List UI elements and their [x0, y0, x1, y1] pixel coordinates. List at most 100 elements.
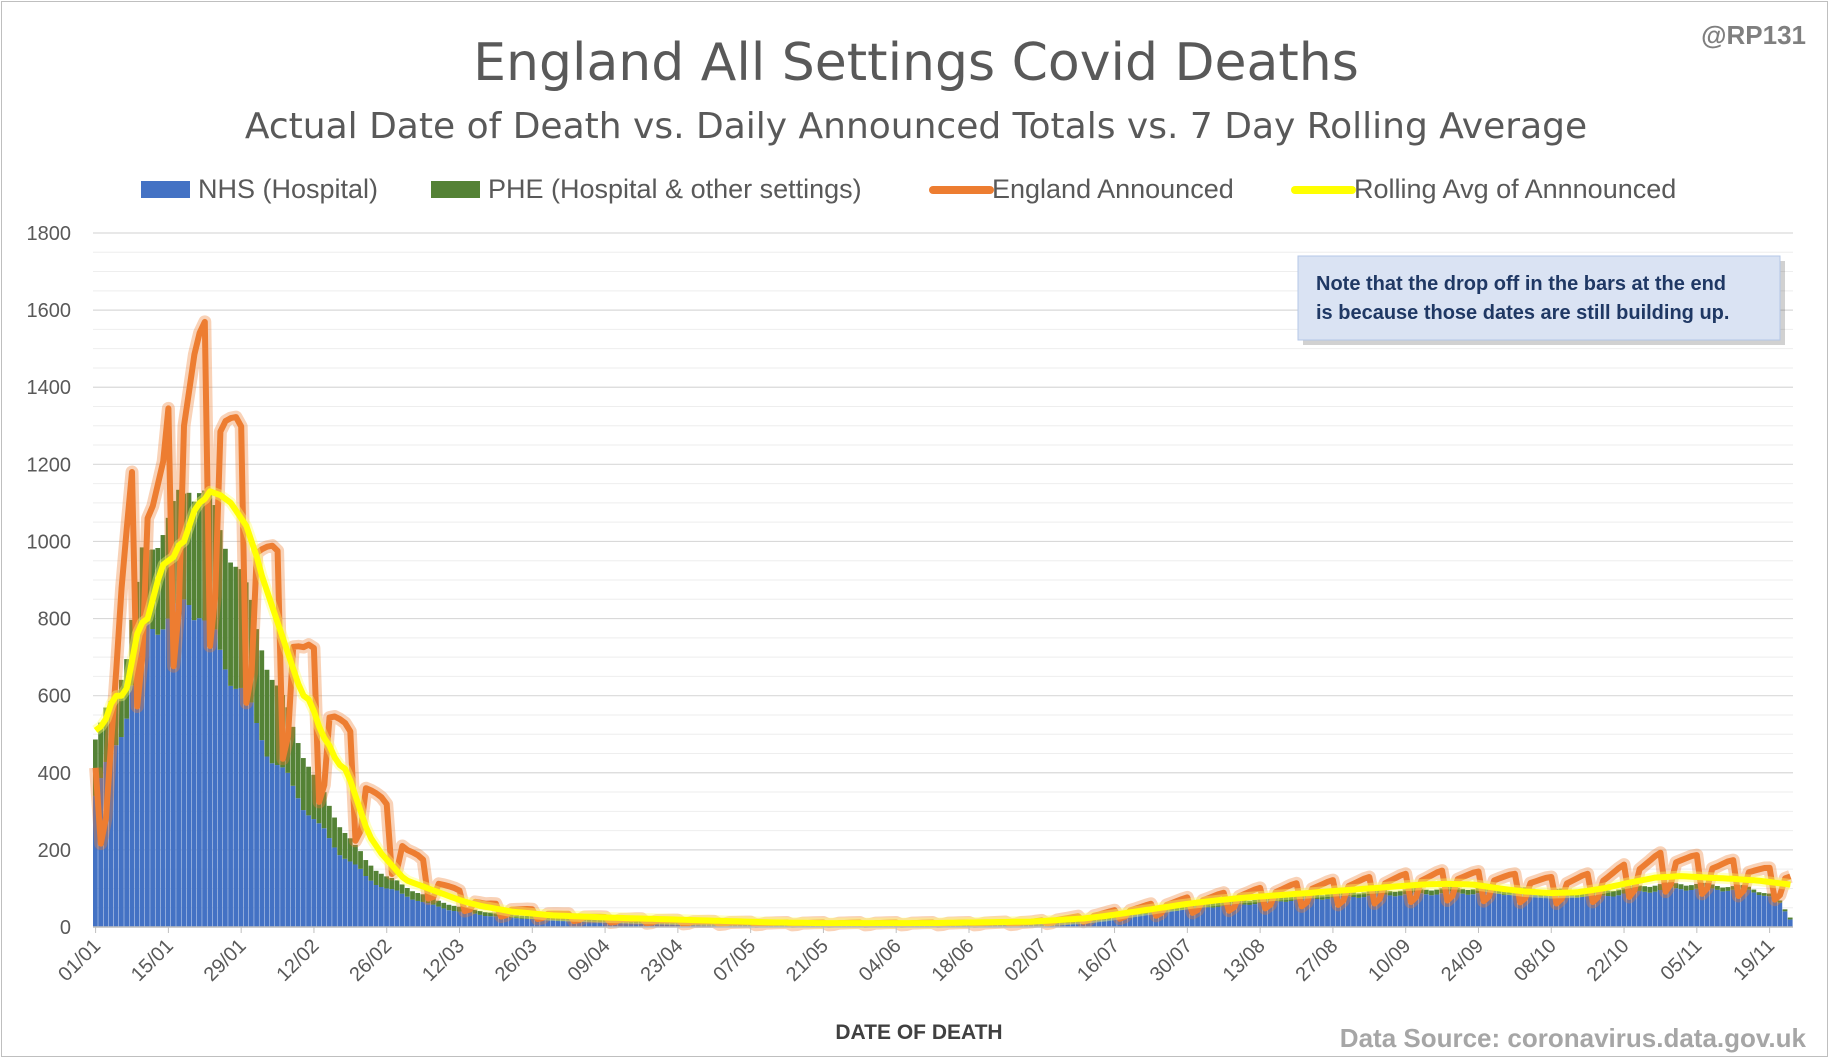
- bar-nhs: [1611, 896, 1616, 927]
- bar-nhs: [1356, 897, 1362, 927]
- bar-nhs: [1153, 911, 1159, 927]
- bar-phe: [446, 904, 452, 911]
- bar-nhs: [394, 890, 400, 927]
- bar-nhs: [503, 916, 509, 927]
- bar-phe: [1709, 884, 1715, 889]
- bar-nhs: [1543, 896, 1549, 927]
- bar-nhs: [498, 916, 504, 927]
- bar-phe: [524, 915, 530, 919]
- bar-nhs: [1715, 889, 1720, 927]
- bar-nhs: [488, 916, 493, 927]
- bar-phe: [1730, 886, 1736, 890]
- bar-nhs: [774, 924, 779, 927]
- bar-phe: [368, 865, 374, 881]
- bar-nhs: [150, 629, 155, 927]
- bar-nhs: [1096, 920, 1102, 927]
- bar-nhs: [441, 908, 447, 927]
- bar-nhs: [1226, 904, 1232, 927]
- bar-nhs: [170, 603, 176, 927]
- rolling-avg-line: [93, 488, 1791, 927]
- bar-nhs: [124, 718, 129, 927]
- bar-nhs: [1231, 903, 1237, 927]
- bar-phe: [1392, 891, 1398, 897]
- x-tick-label: 01/01: [54, 935, 105, 986]
- bar-phe: [519, 915, 525, 919]
- bar-nhs: [415, 900, 421, 927]
- bar-nhs: [524, 918, 530, 927]
- bar-nhs: [1392, 896, 1398, 927]
- bar-nhs: [1065, 923, 1070, 927]
- bar-phe: [306, 766, 311, 816]
- bar-nhs: [1039, 924, 1044, 927]
- bar-nhs: [321, 828, 327, 927]
- bar-nhs: [1335, 896, 1341, 927]
- bar-nhs: [1262, 901, 1268, 927]
- bar-phe: [488, 912, 493, 917]
- y-tick-label: 0: [60, 917, 71, 939]
- bar-nhs: [1361, 897, 1367, 927]
- bar-phe: [456, 906, 462, 912]
- bar-phe: [311, 774, 317, 820]
- bar-nhs: [1517, 892, 1523, 927]
- bar-phe: [1460, 888, 1466, 894]
- bar-nhs: [592, 921, 597, 927]
- y-tick-label: 1200: [27, 454, 72, 476]
- bar-nhs: [955, 925, 961, 927]
- bar-nhs: [1522, 892, 1528, 927]
- bar-nhs: [1200, 906, 1206, 927]
- y-axis-ticks: 0 200 400 600 800 1000 1200 1400 1600 1800: [27, 223, 72, 939]
- bar-nhs: [966, 925, 972, 927]
- bar-phe: [1325, 894, 1330, 899]
- bar-phe: [410, 891, 415, 900]
- bar-nhs: [1091, 921, 1096, 927]
- bar-nhs: [217, 649, 223, 927]
- bar-nhs: [1689, 890, 1694, 927]
- bar-phe: [389, 878, 395, 890]
- bar-nhs: [664, 923, 670, 927]
- bar-phe: [404, 887, 410, 897]
- bar-phe: [332, 817, 337, 848]
- bar-nhs: [1163, 910, 1169, 927]
- bar-nhs: [529, 918, 535, 927]
- bar-phe: [1605, 890, 1611, 897]
- bar-nhs: [1772, 899, 1778, 927]
- bar-nhs: [810, 925, 816, 927]
- bar-nhs: [1574, 897, 1580, 927]
- bar-phe: [295, 743, 301, 799]
- bar-nhs: [456, 911, 462, 927]
- bar-nhs: [1756, 895, 1762, 927]
- bar-phe: [373, 870, 379, 885]
- bar-nhs: [1137, 914, 1143, 927]
- bar-nhs: [1127, 915, 1133, 927]
- bar-phe: [1657, 884, 1663, 890]
- author-handle: @RP131: [1701, 20, 1806, 50]
- bar-nhs: [280, 767, 285, 927]
- bar-nhs: [1730, 889, 1736, 927]
- bar-nhs: [1455, 892, 1460, 927]
- bar-phe: [321, 792, 327, 829]
- bar-nhs: [248, 702, 254, 927]
- bar-nhs: [1751, 892, 1757, 927]
- bar-nhs: [1403, 894, 1408, 927]
- bar-nhs: [1595, 894, 1601, 927]
- bar-nhs: [545, 919, 551, 927]
- bar-nhs: [1527, 893, 1533, 927]
- bar-nhs: [519, 918, 525, 927]
- bar-phe: [181, 493, 187, 600]
- bar-nhs: [352, 864, 358, 927]
- bar-nhs: [285, 772, 291, 927]
- x-tick-label: 07/05: [709, 935, 760, 986]
- bar-phe: [196, 493, 202, 619]
- bar-nhs: [274, 765, 280, 927]
- x-tick-label: 24/09: [1437, 935, 1488, 986]
- bar-nhs: [1501, 895, 1507, 927]
- bar-nhs: [1668, 887, 1674, 927]
- bar-phe: [103, 707, 109, 762]
- bar-nhs: [1267, 900, 1273, 927]
- bar-nhs: [555, 920, 561, 927]
- bar-nhs: [1735, 888, 1741, 927]
- bar-nhs: [1148, 912, 1154, 927]
- bar-nhs: [1278, 901, 1284, 927]
- bar-phe: [472, 909, 478, 914]
- x-tick-label: 19/11: [1729, 935, 1779, 985]
